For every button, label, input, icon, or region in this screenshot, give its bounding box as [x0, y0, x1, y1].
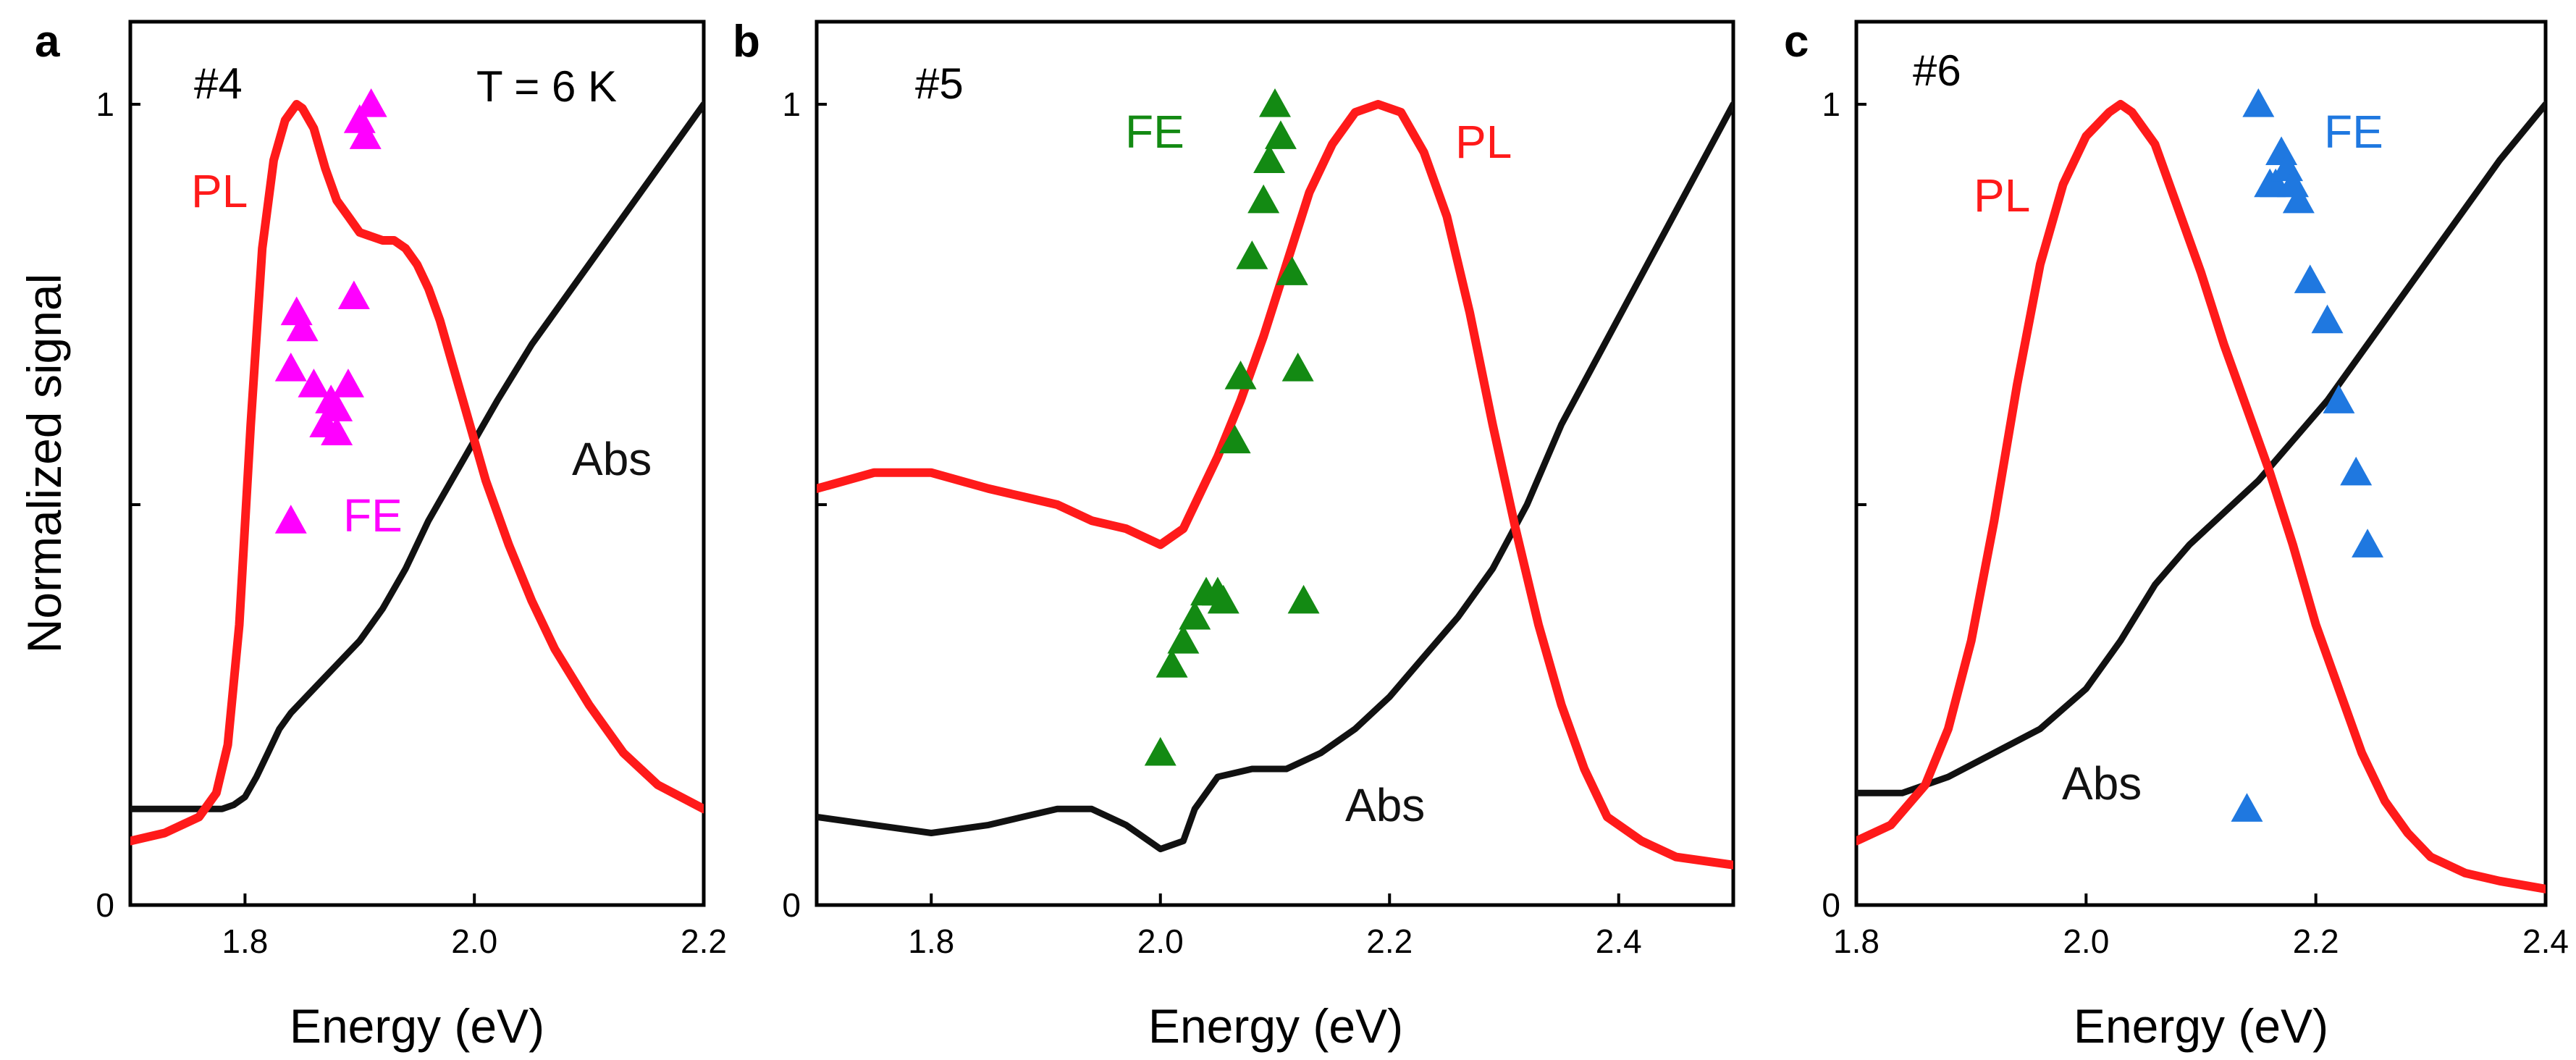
fe-marker — [2352, 529, 2384, 558]
temperature-annotation: T = 6 K — [476, 62, 617, 111]
fe-marker — [298, 369, 330, 398]
x-tick-label: 2.4 — [2522, 922, 2569, 960]
pl-label: PL — [1455, 116, 1512, 168]
fe-marker — [1179, 600, 1211, 630]
x-tick-label: 2.0 — [2063, 922, 2109, 960]
series-abs-line — [130, 101, 704, 812]
fe-marker — [332, 369, 364, 398]
plot-area-a: 1.8 2.0 2.2 0 1 — [96, 20, 727, 960]
fe-marker — [349, 120, 382, 149]
fe-marker — [1207, 584, 1239, 614]
fe-marker — [321, 392, 353, 421]
plot-frame — [128, 20, 706, 907]
fe-marker — [1276, 256, 1308, 285]
fe-marker — [1259, 88, 1291, 117]
x-tick-label: 1.8 — [908, 922, 954, 960]
series-pl-line — [130, 100, 704, 846]
fe-marker — [1236, 240, 1268, 269]
y-tick-label: 0 — [1822, 886, 1840, 924]
plot-frame — [815, 20, 1735, 907]
x-axis-label: Energy (eV) — [290, 999, 544, 1053]
fe-marker — [1156, 649, 1188, 678]
abs-label: Abs — [1345, 779, 1425, 831]
x-tick-label: 2.2 — [2293, 922, 2339, 960]
fe-marker — [1264, 120, 1297, 149]
panel-c: c 1.8 2.0 2.2 2.4 0 1 #6 PL Abs FE Energy (eV… — [1784, 17, 2569, 1053]
y-tick-label: 1 — [782, 85, 801, 123]
panel-title: #4 — [194, 59, 243, 108]
y-tick-label: 1 — [1822, 85, 1840, 123]
x-tick-label: 2.2 — [681, 922, 727, 960]
pl-label: PL — [1974, 169, 2030, 222]
series-pl-line — [817, 100, 1733, 870]
fe-marker — [2231, 793, 2263, 822]
x-tick-label: 2.2 — [1366, 922, 1413, 960]
plot-frame — [1854, 20, 2548, 907]
plot-area-c: 1.8 2.0 2.2 2.4 0 1 — [1822, 20, 2569, 960]
y-tick-label: 0 — [782, 886, 801, 924]
y-axis-label: Normalized signal — [17, 274, 71, 654]
fe-marker — [2311, 304, 2344, 334]
fe-marker — [280, 296, 313, 326]
pl-label: PL — [191, 165, 248, 217]
fe-label: FE — [1125, 106, 1184, 158]
fe-marker — [2323, 384, 2355, 413]
fe-marker — [2282, 184, 2315, 214]
fe-marker — [1287, 584, 1320, 614]
fe-label: FE — [343, 489, 403, 542]
fe-marker — [321, 416, 353, 446]
x-tick-label: 2.0 — [1137, 922, 1184, 960]
fe-marker — [1253, 144, 1286, 174]
fe-marker — [2265, 136, 2298, 165]
y-tick-label: 0 — [96, 886, 114, 924]
fe-marker — [2242, 88, 2275, 117]
panel-letter: a — [35, 17, 60, 67]
x-tick-label: 1.8 — [222, 922, 268, 960]
series-pl-line — [1856, 100, 2546, 893]
panel-letter: b — [733, 17, 760, 67]
panel-b: b 1.8 2.0 2.2 2.4 0 1 #5 PL Abs FE Energy (eV… — [733, 17, 1735, 1053]
fe-marker — [1224, 361, 1257, 390]
fe-marker — [274, 505, 307, 534]
panel-title: #5 — [915, 59, 964, 108]
fe-marker — [337, 280, 370, 310]
fe-marker — [1247, 184, 1280, 214]
y-tick-label: 1 — [96, 85, 114, 123]
series-abs-line — [817, 101, 1733, 853]
fe-marker — [274, 352, 307, 382]
panel-letter: c — [1784, 17, 1809, 67]
plot-area-b: 1.8 2.0 2.2 2.4 0 1 — [782, 20, 1735, 960]
x-axis-label: Energy (eV) — [1148, 999, 1403, 1053]
x-tick-label: 2.0 — [451, 922, 497, 960]
fe-marker — [286, 312, 319, 342]
x-axis-label: Energy (eV) — [2074, 999, 2328, 1053]
panel-title: #6 — [1913, 46, 1961, 95]
series-abs-line — [1856, 101, 2546, 796]
fe-marker — [355, 88, 387, 117]
fe-marker — [1167, 625, 1200, 654]
abs-label: Abs — [2062, 757, 2142, 809]
fe-marker — [1144, 736, 1177, 766]
abs-label: Abs — [572, 433, 652, 485]
fe-marker — [1218, 424, 1251, 454]
fe-marker — [2294, 264, 2326, 293]
fe-marker — [2340, 456, 2373, 486]
fe-label: FE — [2324, 106, 2383, 158]
x-tick-label: 1.8 — [1833, 922, 1880, 960]
x-tick-label: 2.4 — [1596, 922, 1642, 960]
panel-a: a 1.8 2.0 2.2 0 1 #4 T = 6 K PL Abs FE Energ… — [35, 17, 727, 1053]
fe-marker — [1281, 352, 1314, 382]
